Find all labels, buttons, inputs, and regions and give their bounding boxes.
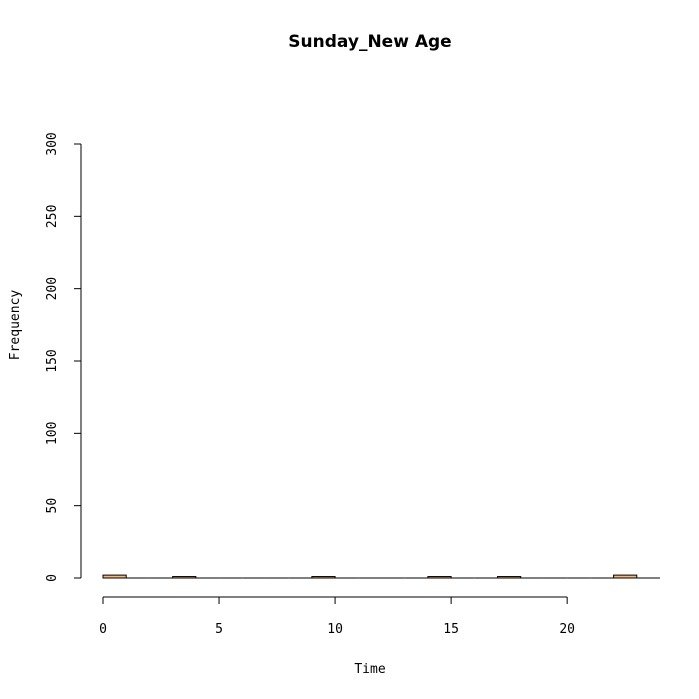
y-axis: 0 50 100 150 200 250 300 xyxy=(45,132,82,582)
x-tick-label: 10 xyxy=(327,622,343,637)
histogram-bar xyxy=(311,576,336,579)
x-tick-label: 5 xyxy=(215,622,223,637)
histogram-bar xyxy=(427,576,452,579)
chart-title: Sunday_New Age xyxy=(288,32,451,52)
x-axis-label: Time xyxy=(354,662,385,677)
x-tick-label: 20 xyxy=(559,622,575,637)
histogram-bar xyxy=(172,576,197,579)
histogram-bar xyxy=(497,576,522,579)
histogram-bar xyxy=(613,574,638,579)
x-axis: 0 5 10 15 20 xyxy=(99,596,575,637)
y-tick-label: 300 xyxy=(45,132,60,155)
y-tick-label: 0 xyxy=(45,574,60,582)
y-tick-label: 200 xyxy=(45,277,60,300)
y-tick-label: 250 xyxy=(45,205,60,228)
bars-group xyxy=(102,574,660,579)
x-tick-label: 15 xyxy=(443,622,459,637)
y-tick-label: 100 xyxy=(45,422,60,445)
y-tick-label: 50 xyxy=(45,498,60,514)
y-axis-label: Frequency xyxy=(8,290,23,361)
histogram-bar xyxy=(102,574,127,579)
y-tick-label: 150 xyxy=(45,349,60,372)
x-tick-label: 0 xyxy=(99,622,107,637)
